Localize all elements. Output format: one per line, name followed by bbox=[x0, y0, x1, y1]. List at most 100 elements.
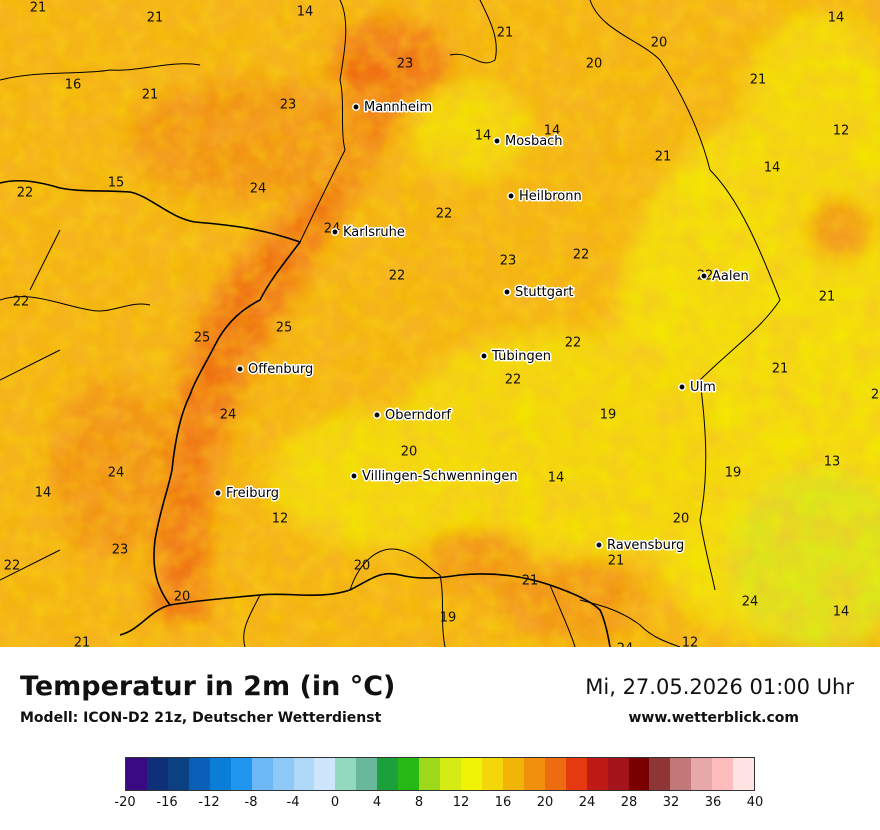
scale-segment bbox=[523, 758, 545, 790]
temperature-value: 24 bbox=[220, 408, 237, 423]
scale-segment bbox=[586, 758, 608, 790]
temperature-value: 20 bbox=[651, 36, 668, 51]
scale-segment bbox=[126, 758, 147, 790]
city-dot-freiburg bbox=[214, 489, 222, 497]
scale-segment bbox=[733, 758, 755, 790]
temperature-value: 24 bbox=[742, 595, 759, 610]
city-label-oberndorf: Oberndorf bbox=[385, 408, 451, 423]
temperature-value: 21 bbox=[772, 362, 789, 377]
scale-segment bbox=[565, 758, 587, 790]
map-title: Temperatur in 2m (in °C) bbox=[20, 671, 396, 702]
state-border-north bbox=[299, 0, 347, 243]
temperature-value: 20 bbox=[401, 445, 418, 460]
temperature-value: 12 bbox=[682, 636, 699, 648]
temperature-value: 23 bbox=[112, 543, 129, 558]
scale-segment bbox=[398, 758, 420, 790]
temperature-value: 14 bbox=[764, 161, 781, 176]
scale-segment bbox=[293, 758, 315, 790]
scale-segment bbox=[691, 758, 713, 790]
swiss-canton-2 bbox=[439, 574, 446, 647]
region-border-west-3 bbox=[29, 229, 61, 291]
scale-segment bbox=[670, 758, 692, 790]
temperature-value: 21 bbox=[142, 88, 159, 103]
temperature-value: 25 bbox=[194, 331, 211, 346]
temperature-labels: 21 21 14 14 21 20 20 23 16 21 21 23 12 14 14 21 14 22 15 24… bbox=[4, 1, 879, 648]
website-link[interactable]: www.wetterblick.com bbox=[628, 710, 800, 726]
state-border-east bbox=[589, 0, 781, 591]
scale-segment bbox=[440, 758, 461, 790]
city-label-karlsruhe: Karlsruhe bbox=[343, 225, 405, 240]
temperature-value: 13 bbox=[824, 455, 841, 470]
temperature-value: 20 bbox=[586, 57, 603, 72]
city-dot-karlsruhe bbox=[331, 228, 339, 236]
city-label-stuttgart: Stuttgart bbox=[515, 285, 573, 300]
city-dot-stuttgart bbox=[503, 288, 511, 296]
north-border-1 bbox=[0, 63, 201, 81]
city-label-mannheim: Mannheim bbox=[364, 100, 432, 115]
country-border-switzerland bbox=[169, 572, 611, 647]
city-dot-tübingen bbox=[480, 352, 488, 360]
lake-constance bbox=[579, 599, 681, 647]
scale-segment bbox=[146, 758, 168, 790]
temperature-value: 14 bbox=[544, 124, 561, 139]
temperature-value: 21 bbox=[30, 1, 47, 16]
temperature-value: 23 bbox=[280, 98, 297, 113]
scale-label: 36 bbox=[704, 795, 722, 810]
scale-segment bbox=[272, 758, 294, 790]
scale-label: 4 bbox=[372, 795, 382, 810]
temperature-value: 23 bbox=[397, 57, 414, 72]
scale-segment bbox=[649, 758, 671, 790]
scale-segment bbox=[481, 758, 503, 790]
city-dot-villingen-schwenningen bbox=[350, 472, 358, 480]
temperature-value: 21 bbox=[497, 26, 514, 41]
temperature-value: 14 bbox=[35, 486, 52, 501]
city-dot-ravensburg bbox=[595, 541, 603, 549]
city-label-tübingen: Tübingen bbox=[491, 349, 551, 364]
scale-segment bbox=[167, 758, 189, 790]
temperature-value: 22 bbox=[13, 295, 30, 310]
city-dot-mosbach bbox=[493, 137, 501, 145]
temperature-value: 23 bbox=[500, 254, 517, 269]
temperature-value: 19 bbox=[440, 611, 457, 626]
city-label-ravensburg: Ravensburg bbox=[607, 538, 684, 553]
temperature-value: 21 bbox=[147, 11, 164, 26]
scale-label: -8 bbox=[244, 795, 258, 810]
temperature-value: 15 bbox=[108, 176, 125, 191]
temperature-value: 22 bbox=[505, 373, 522, 388]
temperature-value: 22 bbox=[436, 207, 453, 222]
temperature-value: 22 bbox=[573, 248, 590, 263]
temperature-value: 24 bbox=[617, 642, 634, 648]
scale-segment bbox=[356, 758, 378, 790]
temperature-value: 14 bbox=[475, 129, 492, 144]
temperature-value: 19 bbox=[725, 466, 742, 481]
city-dot-ulm bbox=[678, 383, 686, 391]
city-label-offenburg: Offenburg bbox=[248, 362, 313, 377]
temperature-value: 12 bbox=[833, 124, 850, 139]
temperature-map: 21 21 14 14 21 20 20 23 16 21 21 23 12 14 14 21 14 22 15 24… bbox=[0, 0, 880, 647]
scale-label: -16 bbox=[156, 795, 178, 810]
temperature-value: 21 bbox=[522, 574, 539, 589]
temperature-value: 20 bbox=[673, 512, 690, 527]
city-markers: Mannheim Mosbach Heilbronn Karlsruhe Stuttga… bbox=[214, 99, 750, 555]
scale-label: -20 bbox=[114, 795, 136, 810]
scale-segment bbox=[230, 758, 252, 790]
temperature-value: 22 bbox=[4, 559, 21, 574]
scale-segment bbox=[502, 758, 524, 790]
temperature-value: 22 bbox=[389, 269, 406, 284]
color-scale bbox=[125, 757, 755, 791]
temperature-value: 2 bbox=[871, 388, 879, 403]
scale-label: 28 bbox=[620, 795, 638, 810]
scale-label: -4 bbox=[286, 795, 300, 810]
temperature-value: 25 bbox=[276, 321, 293, 336]
temperature-value: 19 bbox=[600, 408, 617, 423]
temperature-value: 22 bbox=[17, 186, 34, 201]
scale-segment bbox=[607, 758, 629, 790]
scale-label: -12 bbox=[198, 795, 220, 810]
scale-segment bbox=[314, 758, 336, 790]
scale-segment bbox=[712, 758, 734, 790]
scale-label: 32 bbox=[662, 795, 680, 810]
temperature-value: 21 bbox=[74, 636, 91, 648]
temperature-value: 14 bbox=[548, 471, 565, 486]
temperature-value: 20 bbox=[174, 590, 191, 605]
temperature-value: 22 bbox=[565, 336, 582, 351]
